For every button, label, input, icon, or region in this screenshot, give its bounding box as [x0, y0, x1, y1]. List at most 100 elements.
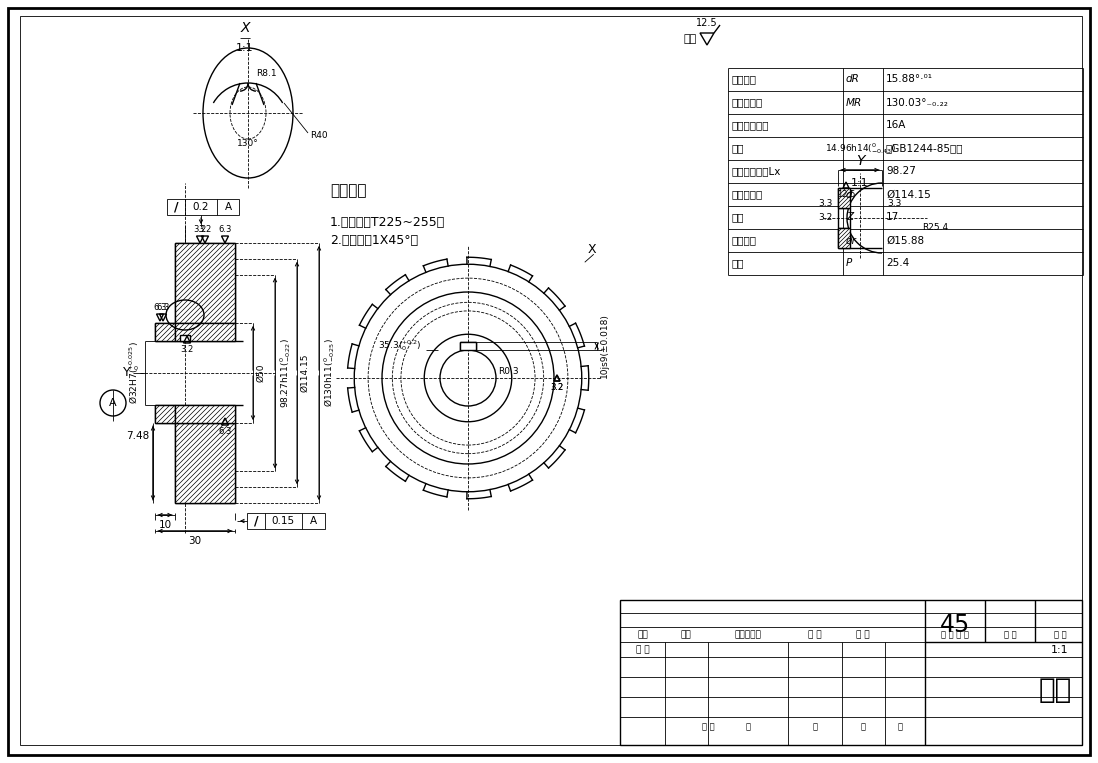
- Text: 节距: 节距: [731, 259, 743, 269]
- Text: 6.3: 6.3: [156, 303, 170, 312]
- Text: 3.3: 3.3: [819, 198, 833, 208]
- Text: /: /: [254, 514, 258, 527]
- Text: 更改文件名: 更改文件名: [735, 630, 761, 639]
- Polygon shape: [175, 423, 235, 503]
- Text: 0.15: 0.15: [271, 516, 294, 526]
- Text: Ø15.88: Ø15.88: [886, 236, 925, 246]
- Text: dr: dr: [845, 236, 856, 246]
- Text: 量柱直径: 量柱直径: [731, 75, 757, 85]
- Text: 98.27h11($^0_{-0.22}$): 98.27h11($^0_{-0.22}$): [278, 338, 293, 408]
- Text: 10js9(±0.018): 10js9(±0.018): [600, 314, 608, 378]
- Text: 日 期: 日 期: [856, 630, 870, 639]
- Polygon shape: [838, 228, 850, 248]
- Polygon shape: [155, 323, 175, 341]
- Text: Ø114.15: Ø114.15: [886, 189, 931, 199]
- Text: —: —: [239, 33, 250, 43]
- Text: 3.2: 3.2: [819, 214, 833, 223]
- Text: 设 计: 设 计: [636, 645, 650, 655]
- Text: 1:1: 1:1: [236, 43, 254, 53]
- Text: 重 量: 重 量: [1004, 630, 1017, 639]
- Polygon shape: [175, 405, 235, 423]
- Text: 6.3: 6.3: [219, 225, 232, 234]
- Text: 1:1: 1:1: [851, 178, 869, 188]
- Text: Ø114.15: Ø114.15: [300, 354, 309, 392]
- Text: Y: Y: [855, 154, 864, 168]
- Text: 3.2: 3.2: [199, 225, 212, 234]
- Text: 齿数: 齿数: [731, 213, 743, 223]
- Text: Ø130h11($^0_{-0.25}$): Ø130h11($^0_{-0.25}$): [322, 339, 337, 407]
- Text: X: X: [240, 21, 249, 35]
- Text: 6.3: 6.3: [154, 303, 167, 312]
- Text: 技术要求: 技术要求: [330, 183, 367, 198]
- Text: 比 例: 比 例: [1054, 630, 1066, 639]
- Text: A: A: [310, 516, 316, 526]
- Text: 7.48: 7.48: [126, 431, 149, 441]
- Text: 3.2: 3.2: [550, 383, 563, 392]
- Text: 12.5: 12.5: [837, 190, 855, 199]
- Text: 签 字: 签 字: [808, 630, 821, 639]
- Polygon shape: [838, 188, 850, 208]
- Text: 张: 张: [813, 723, 818, 732]
- Text: 齿形: 齿形: [731, 143, 743, 153]
- Text: 3.2: 3.2: [180, 345, 193, 354]
- Text: 1:1: 1:1: [1051, 645, 1068, 655]
- Text: 量柱测量距: 量柱测量距: [731, 98, 762, 108]
- Text: 分度圆直径: 分度圆直径: [731, 189, 762, 199]
- Text: 25.4: 25.4: [886, 259, 909, 269]
- Text: A: A: [224, 202, 232, 212]
- Text: 配用链条型号: 配用链条型号: [731, 121, 769, 130]
- Text: d: d: [845, 189, 853, 199]
- Text: 日 期: 日 期: [702, 723, 715, 732]
- Text: 3.2: 3.2: [193, 225, 206, 234]
- Polygon shape: [460, 342, 477, 350]
- Text: 12.5: 12.5: [696, 18, 718, 28]
- Text: R40: R40: [310, 130, 327, 140]
- Text: 按GB1244-85制造: 按GB1244-85制造: [886, 143, 964, 153]
- Text: 链轮: 链轮: [1039, 676, 1072, 704]
- Text: Y: Y: [123, 366, 131, 379]
- Polygon shape: [180, 335, 190, 341]
- Text: Z: Z: [845, 213, 853, 223]
- Polygon shape: [175, 243, 235, 323]
- Text: 45: 45: [940, 613, 971, 637]
- Text: 滚子直径: 滚子直径: [731, 236, 757, 246]
- Text: Ø32H7($^{+0.025}_0$): Ø32H7($^{+0.025}_0$): [127, 342, 142, 404]
- Text: R25.4: R25.4: [922, 224, 949, 233]
- Text: 6.3: 6.3: [219, 427, 232, 436]
- Text: X: X: [587, 243, 596, 256]
- Text: 14.96h14($^0_{-0.43}$): 14.96h14($^0_{-0.43}$): [825, 141, 895, 156]
- Text: 17: 17: [886, 213, 899, 223]
- Text: A: A: [109, 398, 116, 408]
- Text: 130°: 130°: [237, 139, 259, 147]
- Text: 其余: 其余: [684, 34, 697, 44]
- Text: Ø50: Ø50: [256, 364, 265, 382]
- Text: 2.未注倒角1X45°。: 2.未注倒角1X45°。: [330, 234, 418, 247]
- Text: 张: 张: [897, 723, 903, 732]
- Text: 共: 共: [746, 723, 751, 732]
- Text: 10: 10: [158, 520, 171, 530]
- Text: /: /: [173, 201, 178, 214]
- Text: 16A: 16A: [886, 121, 906, 130]
- Text: 处数: 处数: [681, 630, 692, 639]
- Text: R8.1: R8.1: [256, 69, 277, 78]
- Text: 标记: 标记: [638, 630, 649, 639]
- Text: 35.3($^{+0.2}_0$): 35.3($^{+0.2}_0$): [379, 339, 422, 353]
- Text: 第: 第: [861, 723, 865, 732]
- Text: MR: MR: [845, 98, 862, 108]
- Text: —: —: [852, 165, 863, 175]
- Text: 15.88°·⁰¹: 15.88°·⁰¹: [886, 75, 933, 85]
- Text: 1.热处理：T225~255。: 1.热处理：T225~255。: [330, 216, 446, 229]
- Text: 30: 30: [189, 536, 202, 546]
- Text: 130.03°₋₀.₂₂: 130.03°₋₀.₂₂: [886, 98, 949, 108]
- Text: 98.27: 98.27: [886, 166, 916, 176]
- Text: 3.3: 3.3: [887, 198, 901, 208]
- Text: P: P: [845, 259, 852, 269]
- Text: 3.2: 3.2: [550, 383, 563, 392]
- Text: 图 标 标 记: 图 标 标 记: [941, 630, 968, 639]
- Polygon shape: [155, 405, 175, 423]
- Text: 最大齿根距离Lx: 最大齿根距离Lx: [731, 166, 781, 176]
- Polygon shape: [175, 323, 235, 341]
- Text: 0.2: 0.2: [193, 202, 210, 212]
- Text: dR: dR: [845, 75, 860, 85]
- Text: R0.3: R0.3: [498, 367, 518, 376]
